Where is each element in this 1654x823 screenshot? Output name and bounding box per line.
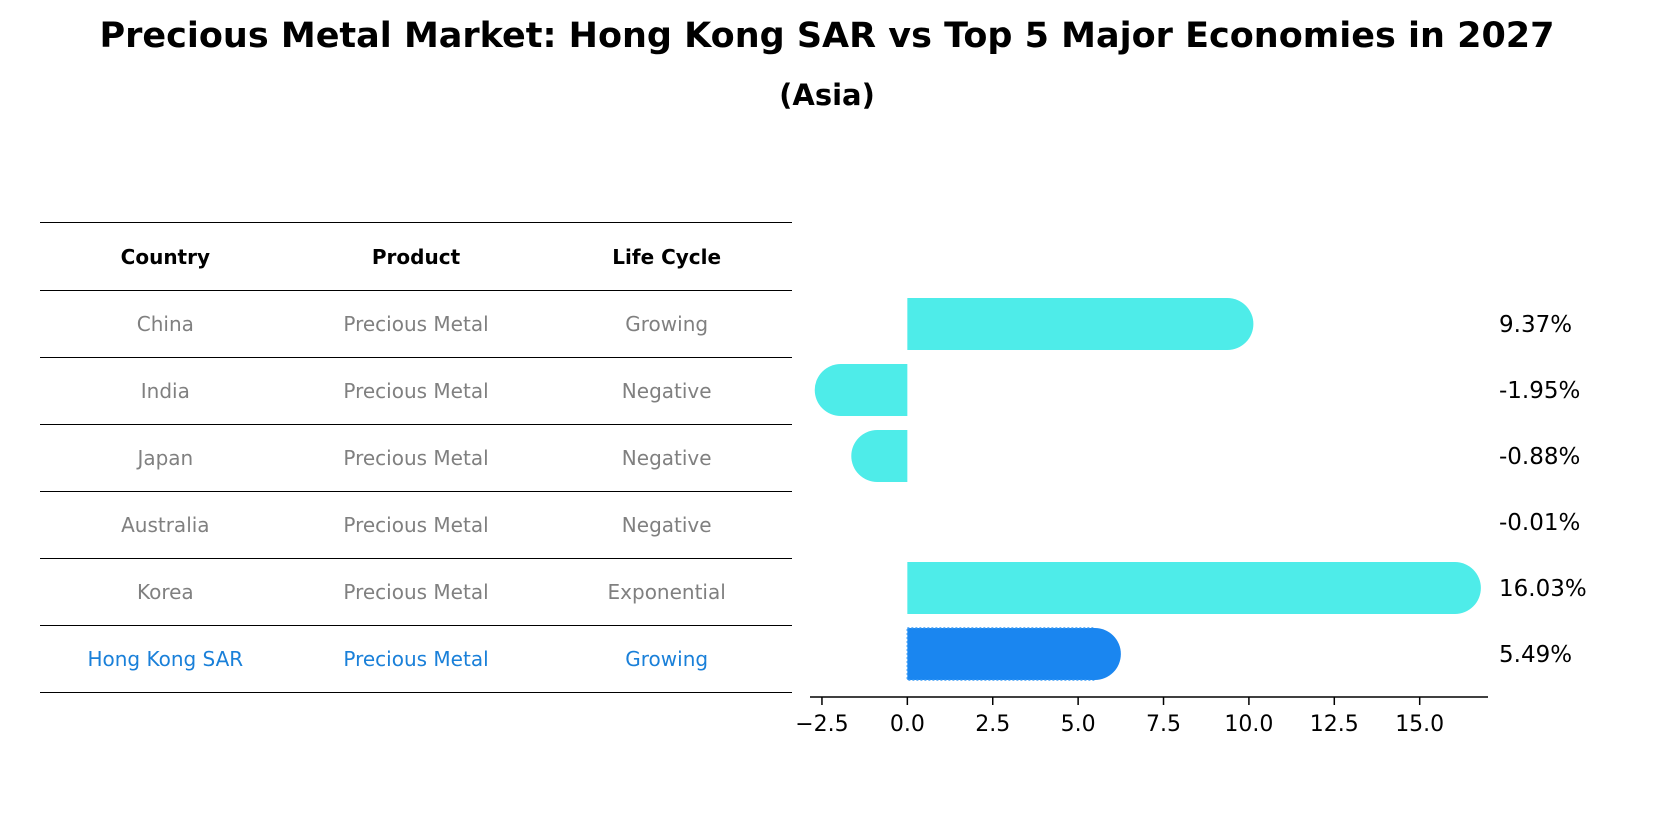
cell-life-cycle: Growing: [625, 647, 709, 671]
cell-life-cycle: Negative: [621, 379, 712, 403]
table-row: Australia Precious Metal Negative: [40, 492, 792, 559]
cell-country: Australia: [121, 513, 210, 537]
cell-product: Precious Metal: [343, 446, 489, 470]
cell-product: Precious Metal: [343, 379, 489, 403]
cell-country: Korea: [136, 580, 194, 604]
value-label: 9.37%: [1499, 312, 1572, 338]
bar-cap: [1428, 562, 1481, 614]
x-tick-label: 15.0: [1395, 712, 1444, 737]
table-header: Country Product Life Cycle: [40, 222, 792, 291]
bar-cap: [1201, 298, 1254, 350]
value-label: -0.88%: [1499, 444, 1580, 470]
bar-china: [907, 298, 1254, 350]
cell-country: Hong Kong SAR: [87, 647, 244, 671]
bar-hong-kong-sar: [906, 627, 1121, 681]
cell-product: Precious Metal: [343, 580, 489, 604]
value-label: 5.49%: [1499, 642, 1572, 668]
table-row: Korea Precious Metal Exponential: [40, 559, 792, 626]
cell-life-cycle: Negative: [621, 446, 712, 470]
bar-body: [907, 562, 1455, 614]
cell-country: India: [140, 379, 190, 403]
x-tick-label: 12.5: [1310, 712, 1359, 737]
x-tick-label: 10.0: [1224, 712, 1273, 737]
bar-cap: [814, 364, 867, 416]
value-label: -0.01%: [1499, 510, 1580, 536]
x-tick-label: 5.0: [1061, 712, 1096, 737]
value-label: -1.95%: [1499, 378, 1580, 404]
cell-country: China: [136, 312, 194, 336]
bar-cap: [1068, 628, 1121, 680]
cell-life-cycle: Negative: [621, 513, 712, 537]
data-table: Country Product Life Cycle China Precious Me…: [40, 222, 792, 693]
x-tick-label: 2.5: [975, 712, 1010, 737]
header-country: Country: [120, 244, 211, 269]
chart-subtitle: (Asia): [779, 78, 875, 112]
cell-product: Precious Metal: [343, 647, 489, 671]
bar-korea: [907, 562, 1481, 614]
cell-life-cycle: Growing: [625, 312, 709, 336]
x-tick-label: 7.5: [1146, 712, 1181, 737]
table-row: Japan Precious Metal Negative: [40, 425, 792, 492]
cell-product: Precious Metal: [343, 312, 489, 336]
table-row: China Precious Metal Growing: [40, 291, 792, 358]
bar-cap: [851, 430, 904, 482]
bar-body: [906, 627, 1096, 681]
value-label: 16.03%: [1499, 576, 1587, 602]
header-life-cycle: Life Cycle: [612, 244, 722, 269]
table-row: Hong Kong SAR Precious Metal Growing: [40, 626, 792, 693]
table-row: India Precious Metal Negative: [40, 358, 792, 425]
cell-product: Precious Metal: [343, 513, 489, 537]
bar-india: [814, 364, 908, 416]
x-tick-label: 0.0: [890, 712, 925, 737]
header-product: Product: [371, 244, 461, 269]
cell-life-cycle: Exponential: [607, 580, 726, 604]
bar-japan: [851, 430, 908, 482]
x-tick-label: −2.5: [795, 712, 848, 737]
chart-title: Precious Metal Market: Hong Kong SAR vs …: [99, 16, 1555, 56]
bar-body: [907, 298, 1228, 350]
cell-country: Japan: [137, 446, 194, 470]
